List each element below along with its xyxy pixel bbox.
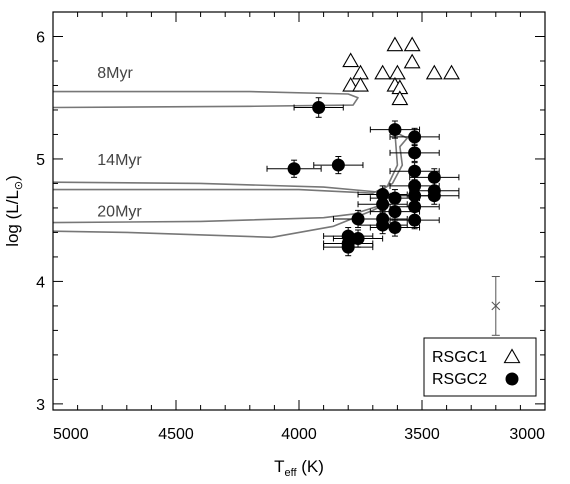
x-tick-label: 3500 [404, 426, 440, 443]
x-tick-label: 4500 [158, 426, 194, 443]
y-axis-label-main: log (L/L [3, 190, 22, 247]
rsgc1-point [391, 90, 409, 106]
rsgc1-series [342, 36, 460, 106]
track-label: 20Myr [97, 204, 142, 221]
y-axis-label-close: ) [3, 175, 22, 181]
rsgc2-point [351, 232, 365, 246]
rsgc2-point [408, 130, 422, 144]
x-tick-label: 5000 [53, 426, 89, 443]
rsgc1-point [403, 36, 421, 52]
x-axis-label-unit: (K) [297, 457, 324, 476]
rsgc2-point [408, 189, 422, 203]
legend-label-rsgc2: RSGC2 [432, 371, 487, 388]
rsgc1-point [425, 64, 443, 80]
axes: 5000 4500 4000 3500 3000 3 4 5 6 Teff (K) log (L/L… [3, 11, 546, 479]
rsgc2-point [427, 189, 441, 203]
legend-marker-circle [505, 372, 519, 386]
rsgc2-point [408, 179, 422, 193]
legend-label-rsgc1: RSGC1 [432, 349, 487, 366]
x-axis-label: Teff (K) [274, 457, 324, 479]
rsgc2-point [331, 158, 345, 172]
rsgc2-point [351, 212, 365, 226]
representative-error-bar [491, 276, 501, 336]
track-14myr [52, 131, 408, 194]
rsgc1-point [388, 64, 406, 80]
y-tick-label: 5 [36, 152, 45, 169]
y-tick-label: 6 [36, 29, 45, 46]
rsgc2-point [408, 146, 422, 160]
y-tick-label: 3 [36, 397, 45, 414]
error-cross [491, 301, 501, 311]
legend: RSGC1 RSGC2 [423, 337, 537, 397]
rsgc2-point [388, 205, 402, 219]
rsgc1-point [352, 76, 369, 92]
track-8myr [52, 90, 359, 109]
track-label: 14Myr [97, 152, 142, 169]
rsgc1-point [342, 52, 360, 68]
rsgc1-point [386, 36, 404, 52]
y-axis-label-sub: ⊙ [13, 181, 25, 190]
x-axis-label-sub: eff [284, 467, 297, 479]
x-tick-label: 3000 [509, 426, 545, 443]
rsgc2-point [388, 221, 402, 235]
rsgc2-point [427, 170, 441, 184]
legend-marker-triangle [503, 348, 521, 364]
rsgc2-point [376, 197, 390, 211]
rsgc2-point [341, 240, 355, 254]
x-tick-label: 4000 [281, 426, 317, 443]
track-label: 8Myr [97, 65, 133, 82]
rsgc2-point [388, 191, 402, 205]
x-axis-label-main: T [274, 457, 284, 476]
rsgc1-point [403, 53, 421, 69]
track-labels: 8Myr 14Myr 20Myr [97, 65, 142, 220]
rsgc2-point [376, 187, 390, 201]
y-tick-label: 4 [36, 274, 45, 291]
rsgc2-point [408, 213, 422, 227]
y-axis-label: log (L/L⊙) [3, 175, 25, 247]
rsgc2-point [312, 101, 326, 115]
rsgc2-point [287, 162, 301, 176]
rsgc2-point [408, 200, 422, 214]
rsgc1-point [443, 64, 460, 80]
rsgc2-series [266, 97, 460, 257]
rsgc2-point [388, 123, 402, 137]
rsgc2-point [408, 164, 422, 178]
rsgc1-point [374, 64, 392, 80]
legend-box [423, 337, 537, 397]
rsgc2-point [376, 218, 390, 232]
